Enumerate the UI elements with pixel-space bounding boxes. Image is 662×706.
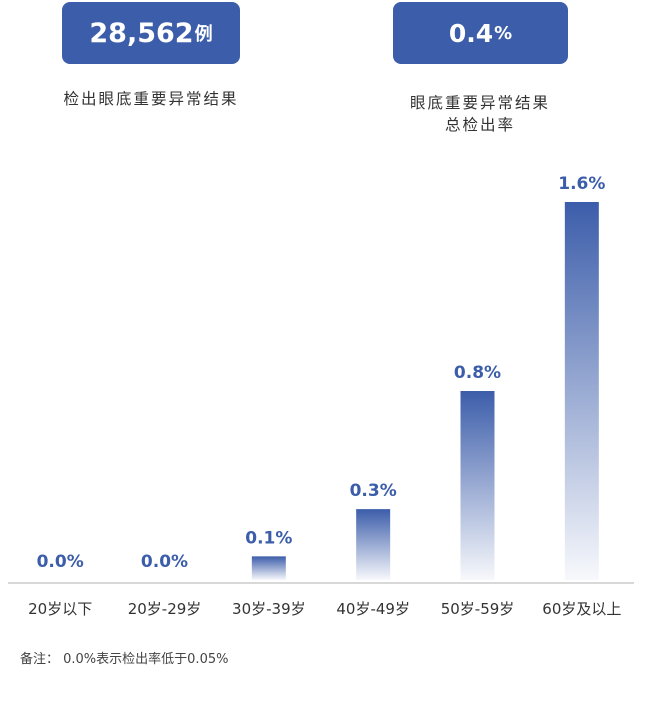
total-cases-unit: 例 <box>194 24 213 45</box>
overall-rate-unit: % <box>494 22 513 44</box>
bar-value-label-5: 0.8% <box>454 363 501 383</box>
bar-value-label-1: 0.0% <box>37 552 84 572</box>
bar-3 <box>251 556 286 580</box>
bar-5 <box>460 391 495 580</box>
overall-rate-caption: 眼底重要异常结果 总检出率 <box>360 92 600 136</box>
category-label-3: 30岁-39岁 <box>232 600 306 618</box>
bar-value-label-3: 0.1% <box>245 528 292 548</box>
category-label-6: 60岁及以上 <box>542 600 621 618</box>
category-label-1: 20岁以下 <box>28 600 92 618</box>
footnote: 备注： 0.0%表示检出率低于0.05% <box>20 652 229 667</box>
total-cases-value: 28,562 <box>89 17 194 49</box>
category-label-5: 50岁-59岁 <box>441 600 515 618</box>
total-cases-caption: 检出眼底重要异常结果 <box>63 90 239 108</box>
bar-value-label-6: 1.6% <box>558 174 605 194</box>
labels-layer: 0.0% 20岁以下 0.0% 20岁-29岁 0.1% 30岁-39岁 0.3% 40岁-4… <box>28 174 621 618</box>
overall-rate-caption-line1: 眼底重要异常结果 <box>409 94 550 112</box>
overall-rate-value: 0.4 <box>448 18 494 48</box>
category-label-4: 40岁-49岁 <box>336 600 410 618</box>
bars-layer <box>251 202 599 580</box>
bar-6 <box>564 202 599 580</box>
bar-4 <box>356 509 391 580</box>
total-cases-badge: 28,562 例 <box>62 2 240 64</box>
bar-value-label-4: 0.3% <box>350 481 397 501</box>
bar-value-label-2: 0.0% <box>141 552 188 572</box>
overall-rate-badge: 0.4% <box>393 2 568 64</box>
category-label-2: 20岁-29岁 <box>128 600 202 618</box>
overall-rate-caption-line2: 总检出率 <box>444 116 515 134</box>
